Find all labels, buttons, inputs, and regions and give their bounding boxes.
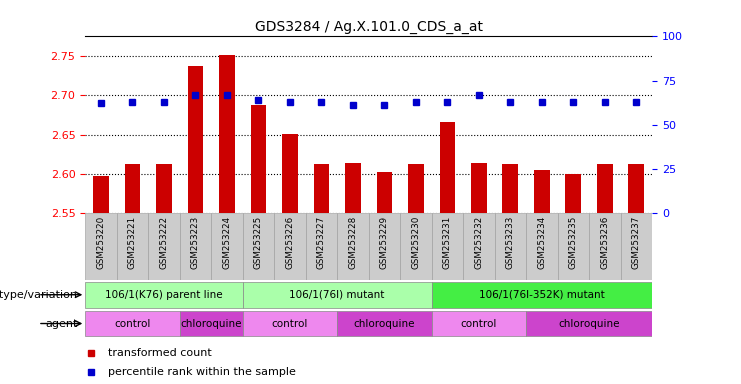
Bar [597,164,613,213]
Text: transformed count: transformed count [108,348,212,358]
Bar [345,163,361,213]
Bar [282,134,298,213]
Bar [85,213,117,280]
Bar [148,213,179,280]
Bar [557,213,589,280]
Text: GSM253228: GSM253228 [348,216,357,269]
Bar [337,213,368,280]
Text: GSM253220: GSM253220 [96,216,105,269]
Bar [243,282,431,308]
Bar [124,164,140,213]
Bar [85,311,179,336]
Text: GSM253229: GSM253229 [380,216,389,269]
Text: GSM253225: GSM253225 [254,216,263,269]
Bar [243,311,337,336]
Bar [187,66,203,213]
Bar [628,164,644,213]
Text: GSM253234: GSM253234 [537,216,546,269]
Bar [502,164,518,213]
Bar [534,170,550,213]
Text: chloroquine: chloroquine [559,318,619,329]
Text: GSM253235: GSM253235 [569,216,578,269]
Bar [274,213,306,280]
Bar [179,213,211,280]
Text: GSM253236: GSM253236 [600,216,609,269]
Text: percentile rank within the sample: percentile rank within the sample [108,367,296,377]
Bar [526,311,652,336]
Title: GDS3284 / Ag.X.101.0_CDS_a_at: GDS3284 / Ag.X.101.0_CDS_a_at [255,20,482,34]
Text: GSM253237: GSM253237 [632,216,641,269]
Bar [219,55,235,213]
Bar [463,213,495,280]
Text: GSM253223: GSM253223 [191,216,200,269]
Text: GSM253222: GSM253222 [159,216,168,269]
Bar [313,164,329,213]
Bar [85,282,243,308]
Text: GSM253230: GSM253230 [411,216,420,269]
Text: genotype/variation: genotype/variation [0,290,78,300]
Text: GSM253232: GSM253232 [474,216,483,269]
Bar [93,176,109,213]
Bar [408,164,424,213]
Bar [400,213,431,280]
Bar [565,174,581,213]
Bar [431,311,526,336]
Text: control: control [272,318,308,329]
Bar [337,311,431,336]
Bar [306,213,337,280]
Text: GSM253231: GSM253231 [443,216,452,269]
Bar [439,122,455,213]
Text: agent: agent [45,318,78,329]
Bar [250,105,266,213]
Text: 106/1(76I) mutant: 106/1(76I) mutant [290,290,385,300]
Bar [621,213,652,280]
Text: control: control [461,318,497,329]
Bar [179,311,243,336]
Bar [526,213,557,280]
Text: GSM253227: GSM253227 [317,216,326,269]
Bar [471,163,487,213]
Text: control: control [114,318,150,329]
Text: GSM253221: GSM253221 [128,216,137,269]
Bar [243,213,274,280]
Text: chloroquine: chloroquine [353,318,415,329]
Bar [495,213,526,280]
Bar [117,213,148,280]
Text: GSM253226: GSM253226 [285,216,294,269]
Text: 106/1(K76) parent line: 106/1(K76) parent line [105,290,223,300]
Text: GSM253224: GSM253224 [222,216,231,269]
Text: chloroquine: chloroquine [181,318,242,329]
Bar [156,164,172,213]
Bar [368,213,400,280]
Bar [211,213,243,280]
Text: GSM253233: GSM253233 [506,216,515,269]
Bar [431,282,652,308]
Bar [589,213,620,280]
Bar [376,172,392,213]
Bar [431,213,463,280]
Text: 106/1(76I-352K) mutant: 106/1(76I-352K) mutant [479,290,605,300]
